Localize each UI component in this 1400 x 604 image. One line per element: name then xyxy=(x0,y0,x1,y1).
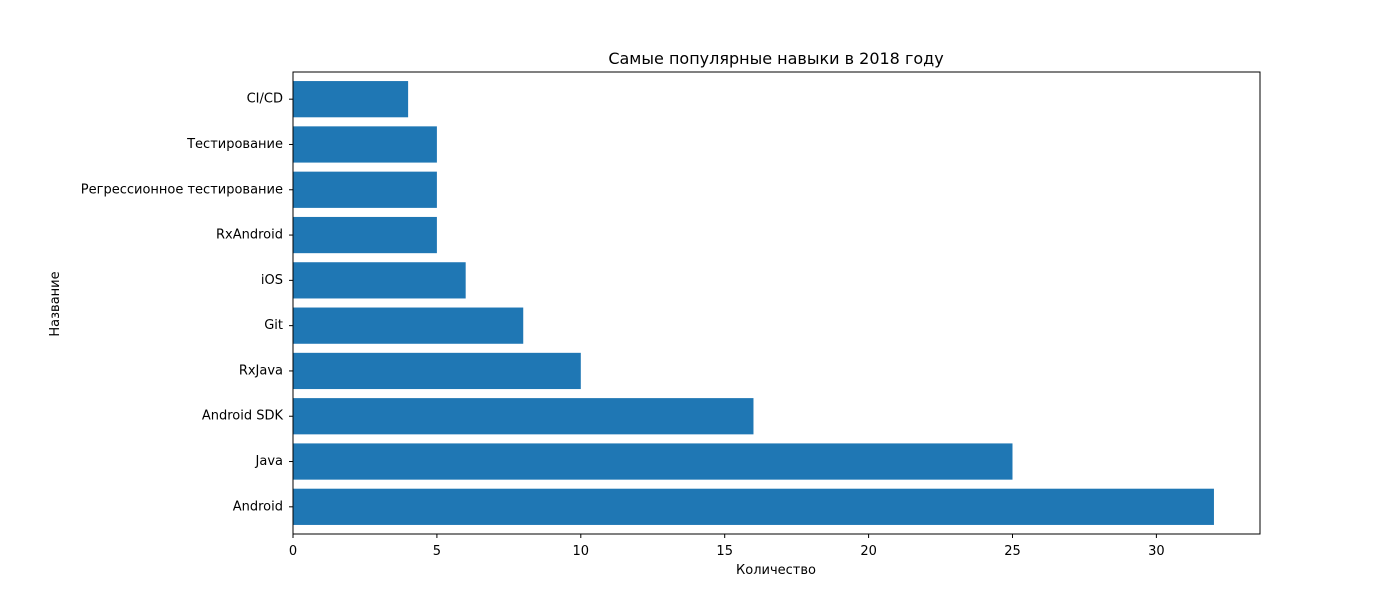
y-tick-label: Java xyxy=(255,454,283,469)
x-tick-label: 5 xyxy=(433,544,441,559)
x-tick-label: 20 xyxy=(860,544,877,559)
y-tick-label: RxAndroid xyxy=(216,228,283,243)
y-tick-label: iOS xyxy=(261,273,283,288)
chart-title: Самые популярные навыки в 2018 году xyxy=(608,49,943,68)
x-tick-label: 10 xyxy=(573,544,590,559)
y-axis-ticks: Android Java Android SDK RxJava Git iOS RxAndr… xyxy=(81,92,293,514)
plot-frame xyxy=(292,71,1261,535)
y-tick-label: RxJava xyxy=(239,363,283,378)
y-tick-label: Тестирование xyxy=(186,137,283,152)
bar-6 xyxy=(293,216,437,254)
y-axis-label: Название xyxy=(48,271,63,336)
y-tick-label: Android SDK xyxy=(202,409,284,424)
bar-8 xyxy=(293,126,437,163)
bar-5 xyxy=(293,262,466,299)
bar-4 xyxy=(293,307,524,344)
y-tick-label: Android xyxy=(233,499,283,514)
bars-layer xyxy=(293,81,1214,525)
y-tick-label: Регрессионное тестирование xyxy=(81,182,283,197)
bar-2 xyxy=(293,398,754,435)
x-axis-label: Количество xyxy=(736,563,816,578)
x-tick-label: 30 xyxy=(1148,544,1165,559)
bar-0 xyxy=(293,488,1214,525)
x-tick-label: 25 xyxy=(1004,544,1021,559)
bar-9 xyxy=(293,81,409,118)
bar-1 xyxy=(293,443,1013,480)
x-tick-label: 0 xyxy=(289,544,297,559)
bar-7 xyxy=(293,171,437,208)
x-tick-label: 15 xyxy=(716,544,733,559)
y-tick-label: Git xyxy=(264,318,283,333)
x-axis-ticks: 0 5 10 15 20 25 30 xyxy=(289,534,1165,559)
bar-3 xyxy=(293,352,581,390)
y-tick-label: CI/CD xyxy=(247,92,283,107)
